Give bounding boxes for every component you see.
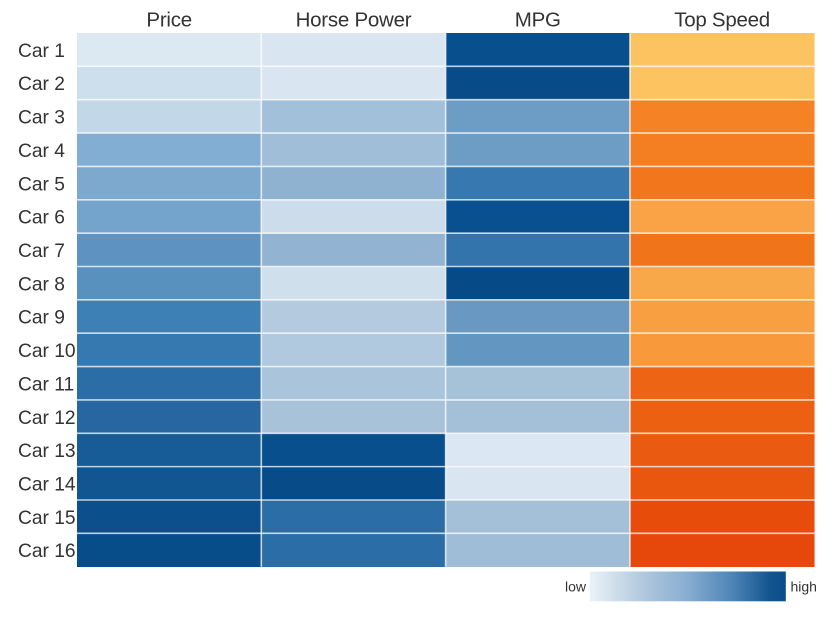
svg-text:Car 13: Car 13 [18,441,76,462]
svg-text:Car 12: Car 12 [18,408,76,429]
svg-text:high: high [791,579,817,595]
svg-text:Car 10: Car 10 [18,341,76,362]
svg-text:Car 8: Car 8 [18,274,65,295]
svg-text:Car 15: Car 15 [18,508,76,529]
svg-text:Car 5: Car 5 [18,174,65,195]
svg-text:Car 16: Car 16 [18,541,76,562]
svg-text:Car 1: Car 1 [18,41,65,62]
svg-text:MPG: MPG [515,9,561,32]
svg-text:Car 11: Car 11 [18,374,74,395]
svg-text:Car 4: Car 4 [18,141,65,162]
svg-text:Car 2: Car 2 [18,74,65,95]
svg-text:Car 9: Car 9 [18,308,65,329]
svg-text:Car 14: Car 14 [18,475,76,496]
svg-text:Price: Price [146,9,191,32]
svg-text:Car 3: Car 3 [18,108,65,129]
svg-text:low: low [565,579,587,595]
svg-text:Horse Power: Horse Power [296,9,412,32]
svg-text:Car 6: Car 6 [18,208,65,229]
svg-text:Top Speed: Top Speed [674,9,770,32]
svg-text:Car 7: Car 7 [18,241,65,262]
